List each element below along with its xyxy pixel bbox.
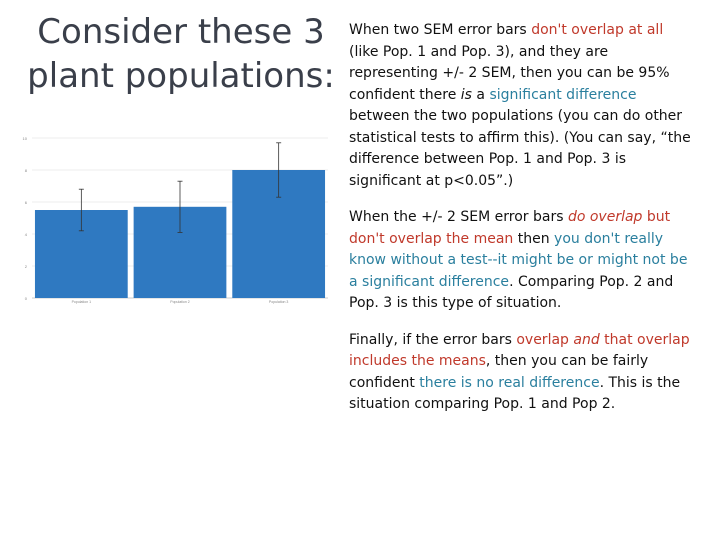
y-tick-label: 4 [25,232,28,237]
x-tick-label: Population 1 [72,300,92,304]
text-segment-red: don't overlap at all [531,22,664,38]
text-segment-red-italic: do overlap [567,209,643,225]
text-segment-plain: then [513,230,555,247]
x-tick-label: Population 2 [170,300,190,304]
text-segment-plain: a [471,86,490,103]
text-segment-blue: you don't really know without a test--it… [349,230,688,290]
explanation-text: When two SEM error bars don't overlap at… [349,20,694,431]
text-segment-blue: there is no real difference [419,374,600,391]
text-segment-red-italic: and [573,331,600,348]
paragraph-partial-overlap: When the +/- 2 SEM error bars do overlap… [349,207,694,315]
paragraph-full-overlap: Finally, if the error bars overlap and t… [349,330,694,416]
text-segment-plain: . Comparing Pop. 2 and Pop. 3 is this ty… [349,273,674,312]
text-segment-red: overlap [516,331,569,348]
text-segment-plain: When the +/- 2 SEM error bars [349,209,568,225]
text-segment-plain: (like Pop. 1 and Pop. 3), and they are r… [349,43,670,103]
text-segment-plain: Finally, if the error bars [349,331,517,348]
text-segment-plain: between the two populations (you can do … [349,108,691,189]
y-tick-label: 0 [25,296,28,301]
text-segment-red: but don't overlap the mean [349,209,671,247]
paragraph-no-overlap: When two SEM error bars don't overlap at… [349,20,694,192]
y-tick-label: 6 [25,200,28,205]
y-tick-label: 10 [23,136,28,141]
bar-chart-svg: 0 2 4 6 8 10 Population 1 Population 2 Populatio… [23,136,328,304]
text-segment-italic: is [460,86,472,103]
title-line-2: plant populations: [27,56,335,96]
slide-title: Consider these 3 plant populations: [22,10,340,98]
text-segment-plain: When two SEM error bars [349,22,532,38]
text-segment-plain: , then you can be fairly confident [349,353,649,391]
text-segment-red: that overlap includes the means [349,331,690,370]
x-tick-label: Population 3 [269,300,289,304]
text-segment-blue: significant difference [489,86,637,103]
bar-chart: 0 2 4 6 8 10 Population 1 Population 2 Populatio… [6,120,336,320]
y-tick-label: 8 [25,168,28,173]
y-tick-label: 2 [25,264,28,269]
text-segment-plain: . This is the situation comparing Pop. 1… [349,374,681,413]
title-line-1: Consider these 3 [37,12,325,52]
